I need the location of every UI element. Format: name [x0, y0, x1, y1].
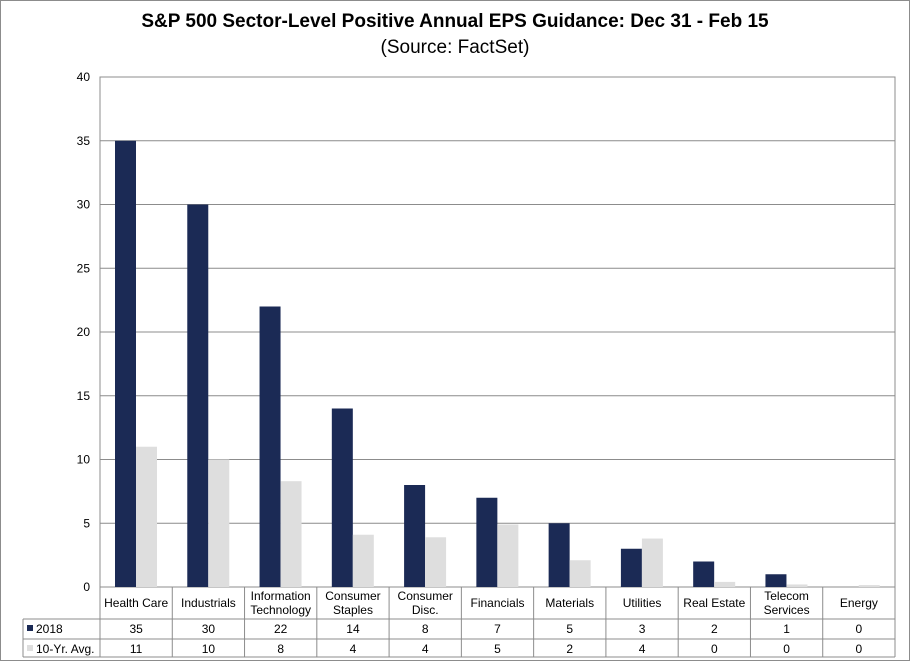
- y-tick-label: 10: [77, 453, 91, 467]
- x-tick-label: Energy: [840, 596, 878, 610]
- bar: [331, 408, 353, 587]
- data-label: 0: [856, 622, 863, 636]
- y-tick-label: 40: [77, 70, 91, 84]
- chart-subtitle: (Source: FactSet): [380, 37, 530, 58]
- legend-label: 2018: [36, 622, 63, 636]
- bar: [620, 548, 642, 587]
- x-tick-label: Utilities: [623, 596, 662, 610]
- y-tick-label: 20: [77, 325, 91, 339]
- bar: [641, 538, 663, 587]
- bar: [404, 485, 426, 587]
- legend-label: 10-Yr. Avg.: [36, 642, 94, 656]
- legend-key: [27, 645, 33, 651]
- data-label: 14: [346, 622, 360, 636]
- data-label: 4: [639, 642, 646, 656]
- bar: [425, 537, 447, 587]
- data-label: 7: [494, 622, 501, 636]
- x-tick-label: Disc.: [412, 603, 439, 617]
- y-tick-label: 0: [83, 580, 90, 594]
- bar: [187, 204, 209, 587]
- x-tick-label: Services: [764, 603, 810, 617]
- bar: [858, 585, 880, 587]
- x-tick-label: Industrials: [181, 596, 236, 610]
- bar: [208, 459, 230, 587]
- x-tick-label: Health Care: [104, 596, 168, 610]
- bar: [786, 584, 808, 587]
- x-tick-label: Materials: [545, 596, 594, 610]
- legend-key: [27, 625, 33, 631]
- data-label: 0: [711, 642, 718, 656]
- x-tick-label: Financials: [470, 596, 524, 610]
- data-label: 8: [277, 642, 284, 656]
- data-label: 0: [783, 642, 790, 656]
- x-tick-label: Staples: [333, 603, 373, 617]
- bar: [548, 523, 570, 587]
- y-tick-label: 5: [83, 516, 90, 530]
- bar: [115, 140, 136, 587]
- data-label: 1: [783, 622, 790, 636]
- data-label: 0: [856, 642, 863, 656]
- x-tick-label: Consumer: [325, 589, 380, 603]
- data-label: 3: [639, 622, 646, 636]
- bar: [765, 574, 787, 587]
- bar: [714, 581, 736, 587]
- data-label: 10: [202, 642, 216, 656]
- data-label: 35: [129, 622, 143, 636]
- x-tick-label: Consumer: [398, 589, 453, 603]
- x-tick-label: Telecom: [764, 589, 809, 603]
- bar: [259, 306, 281, 587]
- x-tick-label: Real Estate: [683, 596, 745, 610]
- bar: [136, 446, 157, 587]
- bar: [280, 481, 302, 587]
- bar: [352, 534, 374, 587]
- data-label: 2: [711, 622, 718, 636]
- y-tick-label: 35: [77, 134, 91, 148]
- y-tick-label: 30: [77, 198, 91, 212]
- bar: [693, 561, 715, 587]
- data-label: 5: [566, 622, 573, 636]
- data-label: 30: [202, 622, 216, 636]
- data-label: 22: [274, 622, 288, 636]
- y-tick-label: 25: [77, 261, 91, 275]
- bar: [476, 497, 498, 587]
- y-tick-label: 15: [77, 389, 91, 403]
- chart-title: S&P 500 Sector-Level Positive Annual EPS…: [141, 11, 769, 32]
- data-label: 2: [566, 642, 573, 656]
- data-label: 5: [494, 642, 501, 656]
- bar: [497, 524, 519, 587]
- x-tick-label: Information: [251, 589, 311, 603]
- x-tick-label: Technology: [250, 603, 311, 617]
- data-label: 4: [350, 642, 357, 656]
- data-label: 4: [422, 642, 429, 656]
- data-label: 8: [422, 622, 429, 636]
- data-label: 11: [130, 642, 143, 656]
- bar: [569, 560, 591, 587]
